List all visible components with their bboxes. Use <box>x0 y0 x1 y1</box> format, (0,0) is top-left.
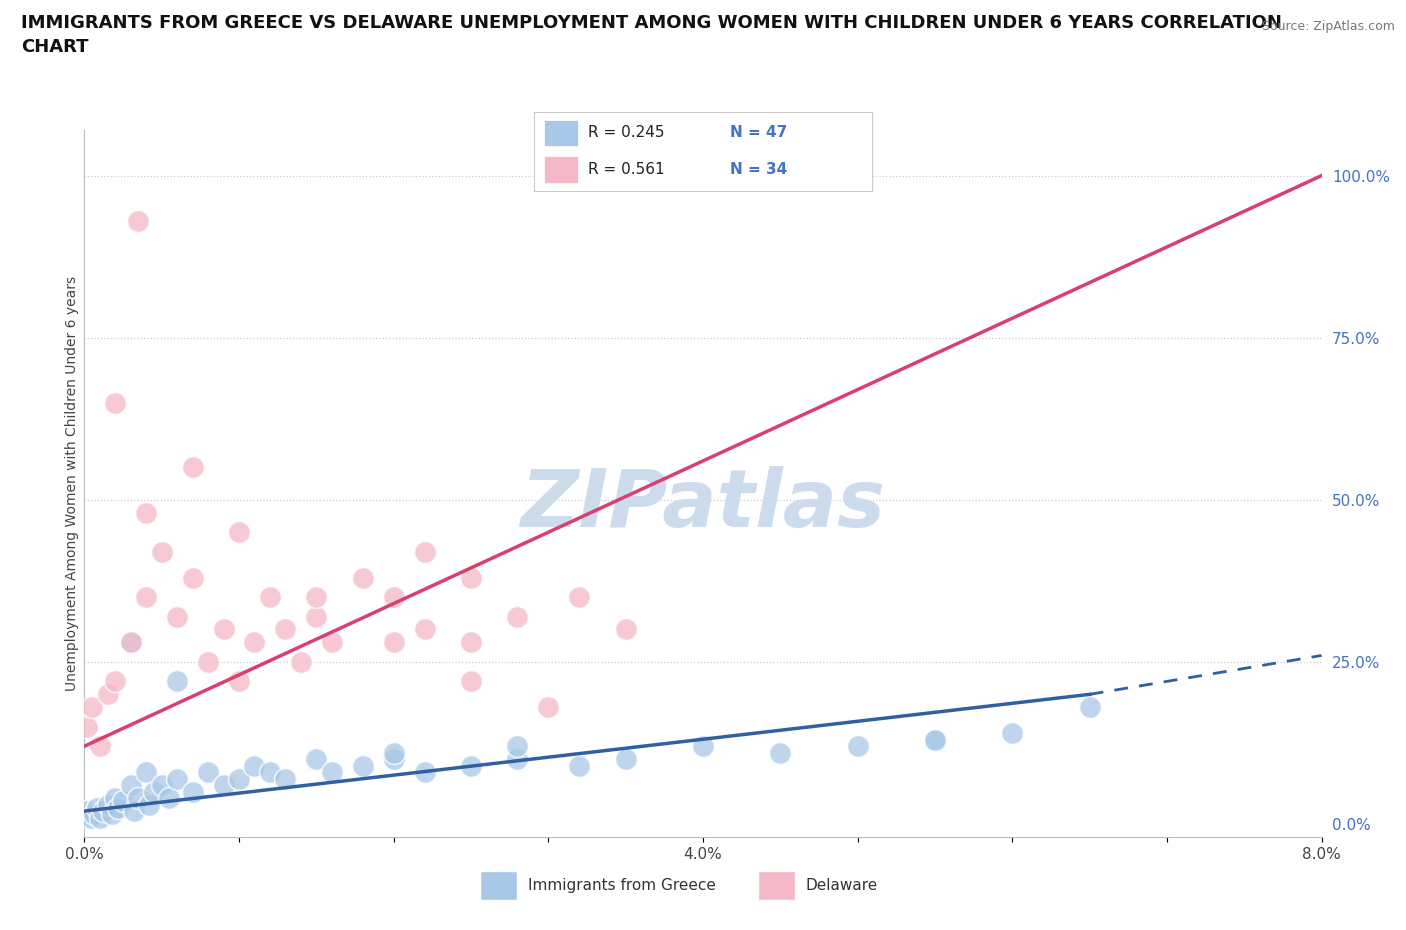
Point <box>143 784 166 799</box>
Point <box>212 622 235 637</box>
Point <box>166 609 188 624</box>
Point <box>107 801 129 816</box>
Point <box>104 790 127 805</box>
Point <box>197 655 219 670</box>
Point <box>120 777 142 792</box>
Point <box>122 804 145 818</box>
Point <box>305 590 328 604</box>
Point <box>181 570 204 585</box>
Point <box>96 687 120 702</box>
Point <box>212 777 235 792</box>
Point <box>243 758 266 773</box>
Point <box>138 797 160 812</box>
Point <box>150 777 173 792</box>
Point <box>413 544 436 559</box>
Bar <box>544 156 578 182</box>
Point <box>614 751 637 766</box>
Point <box>120 635 142 650</box>
Point <box>568 758 591 773</box>
Text: Immigrants from Greece: Immigrants from Greece <box>529 878 716 894</box>
Point <box>82 700 104 715</box>
Point <box>128 790 150 805</box>
Y-axis label: Unemployment Among Women with Children Under 6 years: Unemployment Among Women with Children U… <box>65 276 79 691</box>
Bar <box>758 871 796 900</box>
Point <box>506 751 529 766</box>
Point <box>460 570 482 585</box>
Point <box>382 635 405 650</box>
Text: ZIPatlas: ZIPatlas <box>520 466 886 544</box>
Point <box>166 674 188 689</box>
Point <box>321 635 343 650</box>
Point <box>413 764 436 779</box>
Point <box>692 738 714 753</box>
Text: N = 47: N = 47 <box>730 126 787 140</box>
Point <box>101 807 124 822</box>
Point <box>274 771 297 786</box>
Point <box>769 745 792 760</box>
Point <box>352 570 374 585</box>
Point <box>506 609 529 624</box>
Point <box>352 758 374 773</box>
Point <box>228 525 250 539</box>
Point <box>159 790 180 805</box>
Text: Source: ZipAtlas.com: Source: ZipAtlas.com <box>1261 20 1395 33</box>
Point <box>413 622 436 637</box>
Point <box>135 505 157 520</box>
Text: R = 0.561: R = 0.561 <box>588 162 665 177</box>
Point <box>120 635 142 650</box>
Point <box>568 590 591 604</box>
Point <box>228 674 250 689</box>
Point <box>91 804 114 818</box>
Point <box>83 807 105 822</box>
Point <box>96 797 120 812</box>
Point <box>166 771 188 786</box>
Point <box>382 745 405 760</box>
Bar <box>479 871 517 900</box>
Point <box>290 655 312 670</box>
Point <box>181 784 204 799</box>
Point <box>460 635 482 650</box>
Point <box>259 590 281 604</box>
Point <box>846 738 869 753</box>
Text: R = 0.245: R = 0.245 <box>588 126 665 140</box>
Point <box>305 751 328 766</box>
Point <box>1078 700 1101 715</box>
Point <box>614 622 637 637</box>
Text: N = 34: N = 34 <box>730 162 787 177</box>
Point <box>89 738 111 753</box>
Point <box>259 764 281 779</box>
Point <box>197 764 219 779</box>
Point <box>104 674 127 689</box>
Text: Delaware: Delaware <box>806 878 879 894</box>
Point <box>460 674 482 689</box>
Point <box>135 590 157 604</box>
Point <box>382 751 405 766</box>
Point <box>89 810 111 825</box>
Point <box>274 622 297 637</box>
Point <box>76 719 98 734</box>
Point <box>86 801 108 816</box>
Point <box>135 764 157 779</box>
Point <box>305 609 328 624</box>
Point <box>924 732 946 747</box>
Point <box>128 214 150 229</box>
Bar <box>544 120 578 146</box>
Point <box>228 771 250 786</box>
Point <box>382 590 405 604</box>
Point <box>1001 725 1024 740</box>
Point <box>150 544 173 559</box>
Point <box>112 794 135 809</box>
Point <box>104 395 127 410</box>
Point <box>243 635 266 650</box>
Point <box>924 732 946 747</box>
Text: IMMIGRANTS FROM GREECE VS DELAWARE UNEMPLOYMENT AMONG WOMEN WITH CHILDREN UNDER : IMMIGRANTS FROM GREECE VS DELAWARE UNEMP… <box>21 14 1282 56</box>
Point <box>537 700 560 715</box>
Point <box>460 758 482 773</box>
Point <box>79 810 101 825</box>
Point <box>321 764 343 779</box>
Point <box>76 804 98 818</box>
Point <box>506 738 529 753</box>
Point <box>181 460 204 475</box>
